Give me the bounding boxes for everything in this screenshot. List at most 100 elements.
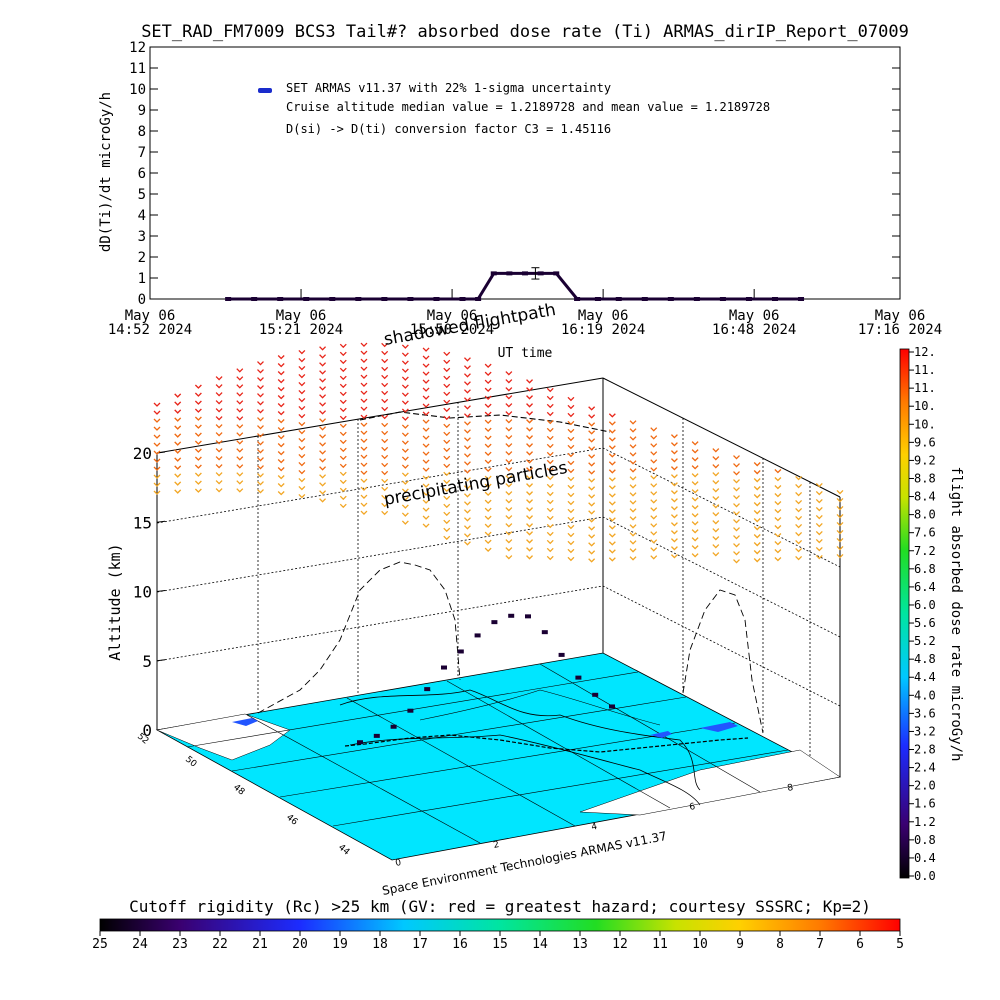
altitude-tick-mark [156, 590, 166, 592]
flightpath-point [373, 733, 380, 738]
particle-mark [484, 547, 492, 553]
particle-mark [836, 521, 844, 527]
particle-mark [608, 437, 616, 442]
particle-mark [381, 374, 389, 380]
country-border-1 [339, 689, 701, 791]
particle-mark [463, 357, 471, 362]
particle-mark [608, 485, 616, 490]
particle-mark [257, 441, 264, 446]
particle-mark [257, 481, 264, 486]
particle-mark [733, 471, 740, 476]
map-grid-lon-1 [246, 714, 481, 844]
particle-mark [401, 408, 409, 413]
particle-mark [608, 525, 616, 530]
particle-mark [505, 451, 513, 456]
particle-mark [194, 384, 202, 389]
particle-mark [401, 480, 409, 485]
particle-mark [360, 470, 368, 475]
particle-mark [257, 433, 264, 438]
particle-mark [236, 384, 244, 389]
particle-mark [443, 359, 451, 365]
particle-mark [463, 469, 471, 474]
particle-mark [339, 343, 347, 349]
longitude-labels: 0 2 4 6 8 [395, 783, 795, 869]
particle-mark [733, 495, 740, 500]
particle-mark [174, 409, 182, 414]
particle-mark [608, 469, 616, 474]
particle-mark [194, 408, 202, 413]
particle-mark [526, 499, 534, 504]
altitude-axis-ticks: 0 5 10 15 20 [133, 444, 166, 740]
particle-mark [505, 507, 513, 512]
particle-mark [298, 430, 306, 435]
particle-mark [401, 488, 409, 493]
particle-mark [712, 464, 720, 469]
particle-mark [401, 432, 409, 437]
particle-mark [670, 514, 678, 519]
particle-mark [215, 440, 223, 445]
flightpath-points [357, 613, 615, 745]
gridline-15km [156, 447, 841, 568]
particle-mark [629, 492, 637, 497]
particle-mark [795, 548, 803, 553]
particle-mark [381, 502, 389, 508]
particle-mark [733, 535, 740, 540]
particle-mark [381, 422, 389, 428]
particle-mark [443, 519, 451, 525]
particle-mark [505, 395, 513, 400]
particle-mark [691, 521, 699, 526]
particle-mark [670, 538, 678, 543]
particle-mark [753, 518, 761, 523]
particle-mark [194, 400, 202, 405]
particle-mark [650, 523, 658, 528]
particle-mark [712, 472, 720, 477]
gridline-5km [156, 585, 841, 707]
particle-mark [401, 360, 409, 365]
particle-mark [753, 494, 761, 499]
particle-mark [422, 515, 430, 520]
colorbar-bottom-tick-label: 21 [252, 937, 268, 952]
particle-mark [215, 400, 223, 405]
particle-mark [836, 505, 844, 511]
particle-mark [339, 391, 347, 397]
particle-mark [381, 342, 389, 348]
data-point [594, 297, 601, 301]
particle-mark [153, 490, 161, 495]
data-point [329, 297, 336, 301]
particle-mark [629, 428, 637, 433]
particle-mark [319, 410, 327, 415]
particle-mark [443, 527, 451, 533]
particle-mark [463, 421, 471, 426]
particle-mark [546, 523, 554, 529]
particle-mark [629, 476, 637, 481]
colorbar-bottom-tick-label: 5 [896, 937, 904, 952]
particle-mark [153, 442, 161, 447]
particle-mark [339, 359, 347, 365]
particle-mark [236, 488, 244, 493]
particle-mark [277, 395, 285, 400]
particle-mark [588, 502, 596, 507]
altitude-gridlines [156, 402, 841, 757]
particle-mark [733, 551, 740, 556]
colorbar-bottom-tick-label: 23 [172, 937, 188, 952]
particle-mark [836, 545, 844, 551]
particle-mark [153, 418, 161, 423]
particle-mark [443, 479, 451, 485]
particle-mark [257, 465, 264, 470]
particle-mark [422, 499, 430, 504]
particle-mark [608, 549, 616, 554]
particle-mark [443, 511, 451, 517]
particle-mark [546, 427, 554, 433]
particle-mark [215, 408, 223, 413]
particle-mark [567, 540, 575, 546]
legend-series-name: SET ARMAS v11.37 with 22% 1-sigma uncert… [286, 81, 611, 95]
particle-mark [339, 487, 347, 493]
particle-mark [774, 477, 782, 482]
colorbar-bottom-tick-label: 19 [332, 937, 348, 952]
particle-mark [815, 506, 823, 512]
particle-mark [443, 503, 451, 509]
particle-mark [526, 403, 534, 408]
particle-mark [629, 436, 637, 441]
particle-mark [401, 368, 409, 373]
